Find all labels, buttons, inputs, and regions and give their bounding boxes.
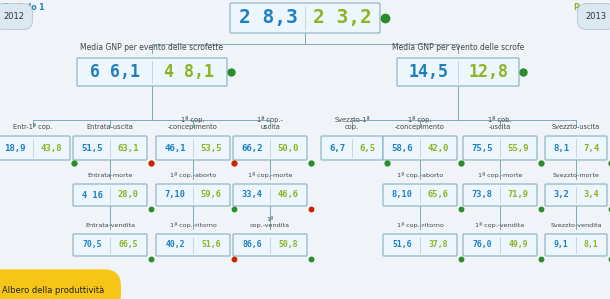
Text: Entrata-morte: Entrata-morte <box>87 173 133 178</box>
Text: 1ª cop.-vendita: 1ª cop.-vendita <box>475 222 525 228</box>
FancyBboxPatch shape <box>383 184 457 206</box>
FancyBboxPatch shape <box>73 184 147 206</box>
FancyBboxPatch shape <box>463 184 537 206</box>
Text: 63,1: 63,1 <box>117 144 138 152</box>
FancyBboxPatch shape <box>73 136 147 160</box>
Text: Svezzto-1ª
cop.: Svezzto-1ª cop. <box>334 117 370 130</box>
Text: Media GNP per evento delle scrofe: Media GNP per evento delle scrofe <box>392 43 524 52</box>
FancyBboxPatch shape <box>73 234 147 256</box>
Text: 2013: 2013 <box>586 12 607 21</box>
Text: 76,0: 76,0 <box>472 240 492 249</box>
FancyBboxPatch shape <box>397 58 519 86</box>
Text: 6,5: 6,5 <box>359 144 375 152</box>
Text: 49,9: 49,9 <box>508 240 528 249</box>
Text: 66,5: 66,5 <box>118 240 138 249</box>
Text: 1ª cop.-ritorno: 1ª cop.-ritorno <box>396 222 443 228</box>
Text: 7,10: 7,10 <box>165 190 185 199</box>
Text: 7,4: 7,4 <box>583 144 599 152</box>
FancyBboxPatch shape <box>463 136 537 160</box>
Text: 1ª
cop.-vendita: 1ª cop.-vendita <box>250 217 290 228</box>
Text: Entrata-uscita: Entrata-uscita <box>87 124 134 130</box>
FancyBboxPatch shape <box>156 234 230 256</box>
FancyBboxPatch shape <box>77 58 227 86</box>
Text: 58,6: 58,6 <box>391 144 413 152</box>
Text: 1ª cop.
-concepimento: 1ª cop. -concepimento <box>395 116 445 130</box>
FancyBboxPatch shape <box>545 136 607 160</box>
Text: 2012: 2012 <box>3 12 24 21</box>
Text: 1ª cop.
-concepimento: 1ª cop. -concepimento <box>168 116 218 130</box>
Text: Media GNP per evento delle scrofette: Media GNP per evento delle scrofette <box>81 43 223 52</box>
Text: 1ª cop.-
uscita: 1ª cop.- uscita <box>257 116 283 130</box>
Text: 9,1: 9,1 <box>554 240 569 249</box>
Text: 73,8: 73,8 <box>472 190 492 199</box>
Text: 28,0: 28,0 <box>118 190 138 199</box>
Text: Svezzto-vendita: Svezzto-vendita <box>550 223 601 228</box>
FancyBboxPatch shape <box>156 136 230 160</box>
Text: Svezzto-morte: Svezzto-morte <box>553 173 600 178</box>
Text: Periodo: Periodo <box>573 3 607 12</box>
Text: Svezzto-uscita: Svezzto-uscita <box>552 124 600 130</box>
Text: 1ª cop.-ritorno: 1ª cop.-ritorno <box>170 222 217 228</box>
Text: 51,6: 51,6 <box>201 240 221 249</box>
Text: 43,8: 43,8 <box>40 144 62 152</box>
Text: 4 16: 4 16 <box>82 190 102 199</box>
Text: 8,1: 8,1 <box>584 240 598 249</box>
FancyBboxPatch shape <box>230 3 380 33</box>
Text: 8,10: 8,10 <box>392 190 412 199</box>
FancyBboxPatch shape <box>233 184 307 206</box>
Text: Albero della produttività: Albero della produttività <box>2 286 104 295</box>
Text: 70,5: 70,5 <box>82 240 102 249</box>
Text: 66,2: 66,2 <box>241 144 263 152</box>
Text: 1ª cop.-aborto: 1ª cop.-aborto <box>397 172 443 178</box>
Text: 65,6: 65,6 <box>428 190 448 199</box>
Text: 59,6: 59,6 <box>201 190 221 199</box>
Text: 4 8,1: 4 8,1 <box>164 63 214 81</box>
Text: 8,1: 8,1 <box>553 144 569 152</box>
Text: 46,1: 46,1 <box>164 144 186 152</box>
Text: 6,7: 6,7 <box>329 144 345 152</box>
FancyBboxPatch shape <box>545 234 607 256</box>
Text: Entr-1ª cop.: Entr-1ª cop. <box>13 123 52 130</box>
Text: 14,5: 14,5 <box>408 63 448 81</box>
Text: Entrata-vendita: Entrata-vendita <box>85 223 135 228</box>
Text: 75,5: 75,5 <box>472 144 493 152</box>
Text: 40,2: 40,2 <box>165 240 185 249</box>
Text: 51,5: 51,5 <box>81 144 102 152</box>
Text: 12,8: 12,8 <box>468 63 508 81</box>
Text: 71,9: 71,9 <box>508 190 528 199</box>
Text: 18,9: 18,9 <box>4 144 26 152</box>
Text: 53,5: 53,5 <box>200 144 222 152</box>
Text: 6 6,1: 6 6,1 <box>90 63 140 81</box>
Text: 2 3,2: 2 3,2 <box>312 8 371 28</box>
Text: 50,8: 50,8 <box>278 240 298 249</box>
FancyBboxPatch shape <box>545 184 607 206</box>
Text: 1ª cob.
-uscita: 1ª cob. -uscita <box>488 117 512 130</box>
Text: 37,8: 37,8 <box>428 240 448 249</box>
Text: 51,6: 51,6 <box>392 240 412 249</box>
Text: 50,0: 50,0 <box>278 144 299 152</box>
FancyBboxPatch shape <box>156 184 230 206</box>
FancyBboxPatch shape <box>321 136 383 160</box>
Text: 55,9: 55,9 <box>508 144 529 152</box>
FancyBboxPatch shape <box>233 234 307 256</box>
Text: 42,0: 42,0 <box>427 144 449 152</box>
FancyBboxPatch shape <box>383 136 457 160</box>
Text: Periodo 1: Periodo 1 <box>3 3 45 12</box>
FancyBboxPatch shape <box>0 136 70 160</box>
Text: 46,6: 46,6 <box>278 190 298 199</box>
FancyBboxPatch shape <box>383 234 457 256</box>
Text: 33,4: 33,4 <box>242 190 262 199</box>
Text: 3,2: 3,2 <box>553 190 569 199</box>
Text: 3,4: 3,4 <box>583 190 599 199</box>
FancyBboxPatch shape <box>233 136 307 160</box>
Text: 1ª cop.-aborto: 1ª cop.-aborto <box>170 172 216 178</box>
FancyBboxPatch shape <box>463 234 537 256</box>
Text: 1ª cop.-morte: 1ª cop.-morte <box>248 172 292 178</box>
Text: 86,6: 86,6 <box>242 240 262 249</box>
Text: 1ª cop.-morte: 1ª cop.-morte <box>478 172 522 178</box>
Text: 2 8,3: 2 8,3 <box>239 8 298 28</box>
